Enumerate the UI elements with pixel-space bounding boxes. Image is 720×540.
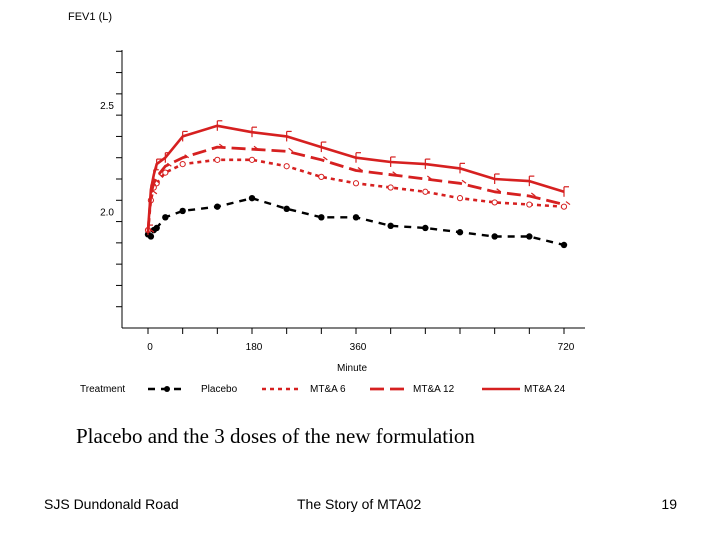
- data-point-mt-a-12: [496, 188, 502, 193]
- data-point-placebo: [248, 194, 256, 202]
- data-point-placebo: [560, 241, 568, 249]
- data-point-placebo: [283, 205, 290, 212]
- slide-caption: Placebo and the 3 doses of the new formu…: [76, 424, 475, 448]
- data-point-mt-a-6: [526, 201, 533, 208]
- x-tick-label: 180: [246, 342, 263, 353]
- data-point-mt-a-12: [253, 145, 259, 150]
- legend-label-mt-a-12: MT&A 12: [413, 384, 455, 395]
- data-point-mt-a-12: [530, 192, 536, 197]
- data-point-placebo: [456, 229, 464, 236]
- data-point-placebo: [318, 214, 325, 221]
- data-point-mt-a-12: [357, 167, 363, 171]
- footer-center-text: The Story of MTA02: [297, 496, 422, 512]
- data-point-mt-a-12: [322, 156, 328, 161]
- x-axis-label: Minute: [337, 363, 367, 374]
- data-point-mt-a-6: [560, 203, 568, 210]
- data-point-mt-a-6: [283, 163, 290, 170]
- data-point-placebo: [491, 233, 498, 240]
- footer-left-text: SJS Dundonald Road: [44, 496, 179, 512]
- data-point-mt-a-12: [392, 171, 398, 176]
- data-point-mt-a-6: [179, 161, 186, 168]
- data-point-mt-a-6: [491, 199, 498, 206]
- x-tick-label: 0: [147, 342, 153, 353]
- fev1-line-chart: 2.0 2.5 0 180 360 720 Minute Treatment Placebo M…: [80, 50, 585, 395]
- data-point-mt-a-12: [152, 190, 158, 195]
- y-tick-label: 2.5: [100, 101, 114, 112]
- y-axis-label: FEV1 (L): [68, 11, 113, 23]
- data-point-mt-a-6: [456, 195, 464, 202]
- data-point-placebo: [422, 224, 429, 232]
- data-point-placebo: [153, 224, 160, 232]
- data-point-mt-a-12: [218, 143, 224, 148]
- data-point-placebo: [179, 207, 186, 215]
- legend-marker-placebo: [164, 386, 170, 392]
- x-tick-label: 360: [350, 342, 367, 353]
- data-point-mt-a-12: [155, 179, 161, 184]
- data-point-mt-a-6: [248, 156, 256, 163]
- data-point-placebo: [387, 222, 394, 230]
- data-point-placebo: [526, 233, 533, 240]
- data-point-mt-a-12: [565, 201, 571, 206]
- legend-label-mt-a-24: MT&A 24: [524, 384, 566, 395]
- data-point-mt-a-12: [461, 179, 467, 184]
- x-tick-label: 720: [558, 342, 575, 353]
- data-point-mt-a-6: [352, 180, 360, 187]
- page-number: 19: [661, 496, 677, 512]
- legend-label-mt-a-6: MT&A 6: [310, 384, 346, 395]
- data-point-placebo: [214, 203, 221, 210]
- data-point-mt-a-12: [149, 228, 155, 233]
- legend-label-placebo: Placebo: [201, 384, 238, 395]
- series-line-placebo: [147, 196, 565, 247]
- data-point-placebo: [162, 214, 169, 221]
- data-point-mt-a-12: [158, 173, 164, 178]
- data-point-placebo: [352, 214, 360, 221]
- data-point-mt-a-12: [184, 154, 190, 159]
- data-point-mt-a-12: [166, 162, 172, 167]
- legend-title: Treatment: [80, 384, 125, 395]
- data-point-mt-a-6: [318, 173, 325, 180]
- data-point-mt-a-12: [426, 175, 432, 180]
- series-line-mt-a-12: [146, 145, 565, 233]
- chart-axes: 2.0 2.5 0 180 360 720 Minute: [100, 50, 585, 374]
- data-point-placebo: [147, 233, 155, 240]
- data-point-mt-a-6: [422, 188, 429, 195]
- chart-series: [144, 120, 571, 249]
- y-tick-label: 2.0: [100, 208, 114, 219]
- chart-legend: Treatment Placebo MT&A 6 MT&A 12 MT&A 24: [80, 384, 566, 395]
- data-point-mt-a-6: [214, 156, 221, 163]
- data-point-mt-a-6: [387, 184, 394, 191]
- data-point-mt-a-6: [162, 169, 169, 176]
- data-point-mt-a-12: [288, 147, 294, 152]
